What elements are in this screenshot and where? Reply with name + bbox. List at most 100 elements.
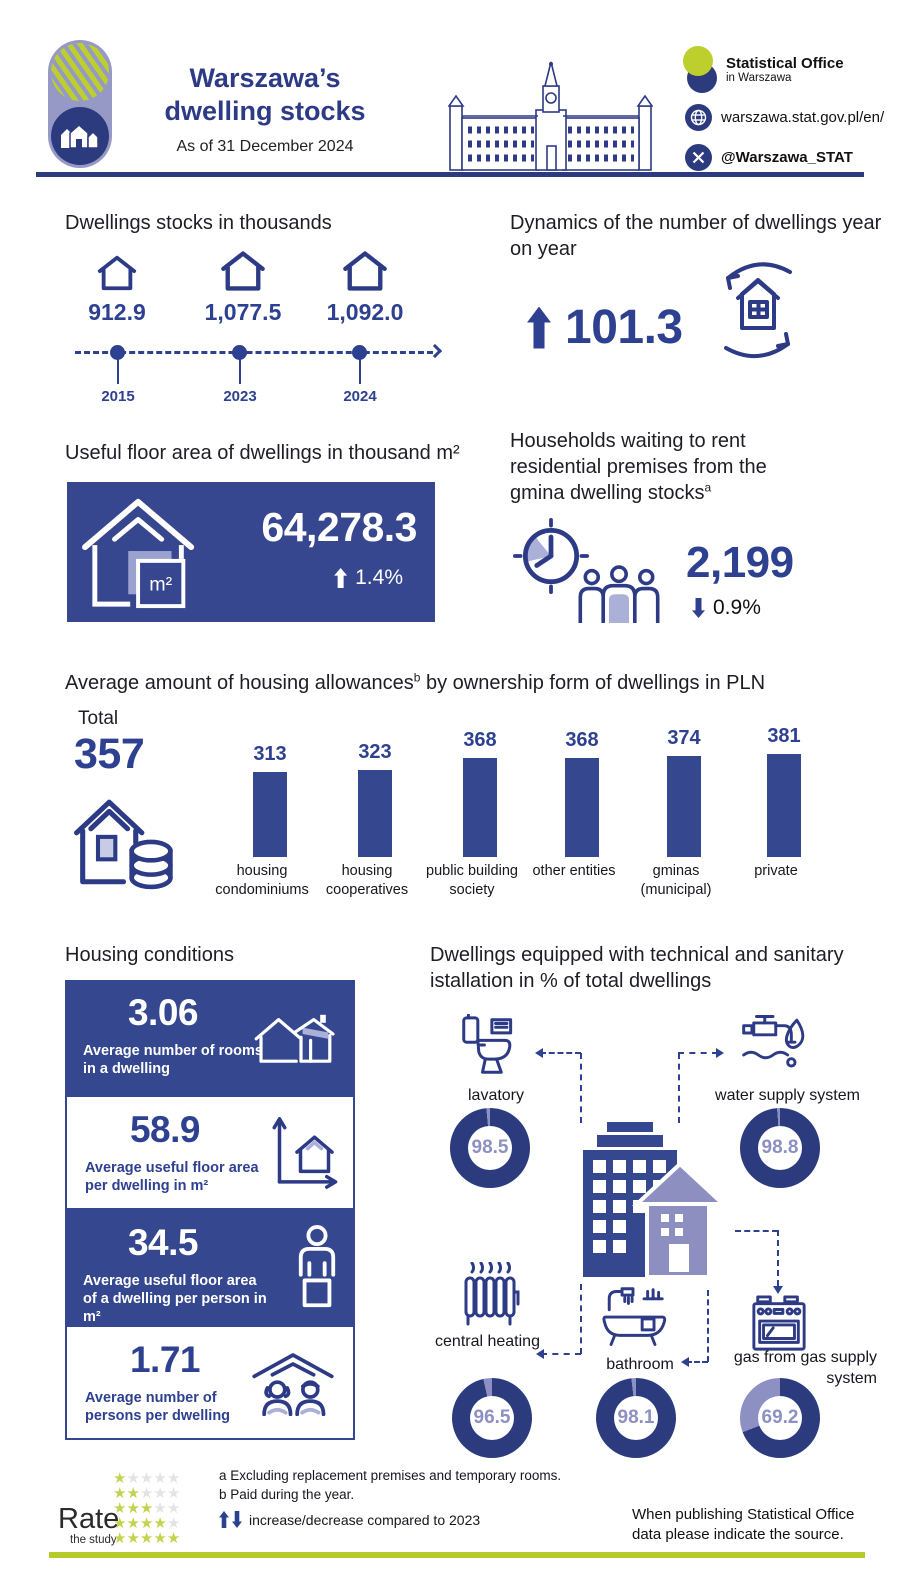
emblem-houses-circle [51,107,109,165]
floor-area-value: 64,278.3 [261,504,417,550]
twitter-link[interactable]: @Warszawa_STAT [721,149,853,166]
family-under-roof-icon [247,1350,339,1416]
connector-line [735,1230,778,1232]
bar-column: 323 [335,741,415,857]
conditions-card-rooms: 3.06 Average number of rooms in a dwelli… [65,980,355,1095]
star[interactable]: ★ [113,1485,127,1502]
star[interactable]: ★ [166,1485,181,1502]
bar-column: 374 [644,727,724,857]
section-title-dynamics: Dynamics of the number of dwellings year… [510,212,882,260]
clock-icon [513,518,589,594]
star[interactable]: ★ [139,1485,154,1502]
change-legend: increase/decrease compared to 2023 [219,1511,480,1528]
star[interactable]: ★ [126,1500,140,1517]
card-label: Average useful floor area per dwelling i… [85,1160,259,1195]
bar-column: 313 [230,743,310,857]
website-link[interactable]: warszawa.stat.gov.pl/en/ [721,109,885,126]
house-m2-icon: m² [82,498,195,609]
timeline-value: 1,077.5 [204,299,282,325]
star[interactable]: ★ [166,1530,181,1547]
total-value: 357 [74,730,145,778]
connector-line [777,1230,779,1286]
bar-value: 313 [253,743,287,765]
building-house-illustration [583,1122,725,1277]
star[interactable]: ★ [153,1500,167,1517]
connector-line [580,1053,582,1123]
floor-area-change-value: 1.4% [355,566,403,589]
star[interactable]: ★ [113,1470,127,1487]
page-title: Warszawa’s dwelling stocks [164,63,366,126]
radiator-icon [464,1262,520,1326]
bar-label: housing cooperatives [325,863,409,898]
footnotes: a Excluding replacement premises and tem… [219,1467,561,1505]
connector-line [678,1052,718,1054]
timeline-year: 2024 [343,388,377,405]
donut-value: 69.2 [761,1407,799,1428]
star[interactable]: ★ [166,1515,181,1532]
star[interactable]: ★ [126,1530,140,1547]
timeline-year: 2023 [223,388,257,405]
section-title-waiting: Households waiting to rent residential p… [510,430,767,504]
gas-stove-icon [752,1295,806,1351]
bar-label: housing condominiums [215,863,309,898]
conditions-card-persons: 1.71 Average number of persons per dwell… [65,1325,355,1440]
timeline-year: 2015 [101,388,135,405]
star[interactable]: ★ [153,1530,167,1547]
house-icon [97,255,137,291]
star[interactable]: ★ [113,1515,127,1532]
star[interactable]: ★ [153,1515,167,1532]
star[interactable]: ★ [139,1500,154,1517]
connector-arrow-icon [676,1357,689,1367]
connector-arrow-icon [716,1048,729,1058]
source-note: When publishing Statistical Office data … [632,1506,855,1544]
connector-line [686,1361,708,1363]
star[interactable]: ★ [166,1470,181,1487]
timeline-item-2015: 912.9 [62,253,172,326]
star-row: ★★★★★ [113,1530,181,1547]
people-icon [578,565,660,623]
dynamics-value: 101.3 [565,301,683,354]
star[interactable]: ★ [166,1500,181,1517]
connector-line [540,1052,581,1054]
star[interactable]: ★ [126,1515,140,1532]
star-row: ★★★★★ [113,1515,181,1532]
rate-title: Rate [58,1503,120,1535]
star[interactable]: ★ [113,1530,127,1547]
equipment-label-heating: central heating [435,1333,540,1350]
equipment-label-water: water supply system [715,1087,860,1104]
bar-value: 381 [767,725,801,747]
timeline-arrowhead-icon [427,343,443,359]
donut-water: 98.8 [740,1108,820,1188]
house-axes-icon [269,1113,339,1193]
star[interactable]: ★ [126,1470,140,1487]
section-title-allowances: Average amount of housing allowancesb by… [65,670,766,694]
card-value: 58.9 [129,1109,201,1150]
star[interactable]: ★ [126,1485,140,1502]
svg-text:m²: m² [149,573,172,595]
card-label: Average number of rooms in a dwelling [83,1043,263,1078]
star[interactable]: ★ [113,1500,127,1517]
star[interactable]: ★ [139,1470,154,1487]
connector-line [541,1353,581,1355]
houses-icon [61,123,99,149]
star[interactable]: ★ [153,1470,167,1487]
star[interactable]: ★ [153,1485,167,1502]
office-logo-row: Statistical Office in Warszawa [683,46,844,94]
bar-value: 323 [358,741,392,763]
rate-stars[interactable]: ★★★★★ ★★★★★ ★★★★★ ★★★★★ ★★★★★ [113,1470,181,1547]
statistical-office-logo [683,46,717,94]
star[interactable]: ★ [139,1530,154,1547]
star[interactable]: ★ [139,1515,154,1532]
timeline-stem [359,358,361,384]
bar-label: private [754,863,798,879]
bar [463,758,497,857]
total-label: Total [78,708,119,729]
office-name: Statistical Office in Warszawa [726,54,844,85]
emblem-striped-circle [51,43,109,101]
conditions-card-floor-per-person: 34.5 Average useful floor area of a dwel… [65,1210,355,1325]
x-logo-icon [685,144,712,171]
house-money-icon [74,799,173,890]
timeline-dot [232,345,247,360]
bar [253,772,287,857]
bottom-accent-bar [49,1552,865,1558]
